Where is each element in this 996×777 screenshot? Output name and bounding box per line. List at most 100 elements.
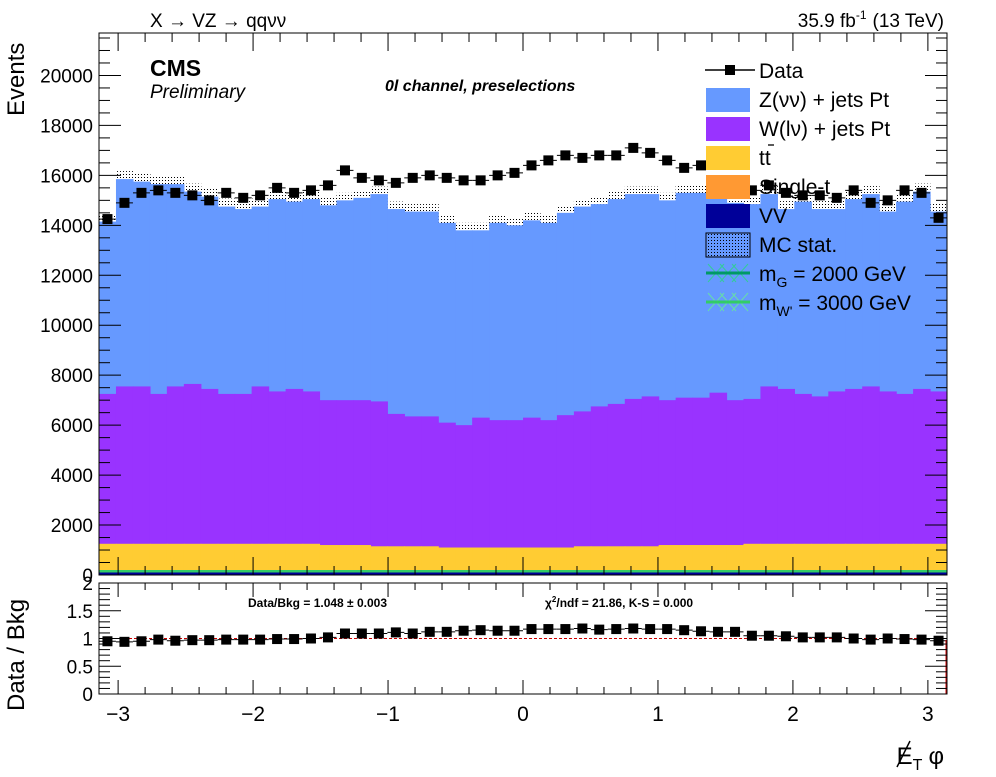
- bar-ttbar: [99, 543, 117, 575]
- process-label: X → VZ → qqνν: [150, 11, 286, 32]
- legend-entry-vv: VV: [706, 204, 787, 228]
- bar-ttbar: [845, 543, 863, 575]
- ratio-point: [102, 636, 113, 647]
- bar-vv: [709, 572, 728, 575]
- bar-ttbar: [217, 543, 236, 575]
- bar-vv: [556, 572, 575, 575]
- bar-ttbar: [404, 546, 422, 575]
- data-point: [560, 150, 571, 161]
- bar-ttbar: [336, 545, 355, 575]
- luminosity-label: 35.9 fb-1 (13 TeV): [798, 8, 944, 32]
- bar-wln: [896, 393, 914, 575]
- data-point: [170, 187, 181, 198]
- ratio-y-tick-label: 2: [82, 574, 93, 595]
- stacked-histograms: [99, 171, 947, 575]
- ratio-point: [730, 626, 741, 637]
- data-point: [458, 175, 469, 186]
- bar-ttbar: [285, 543, 304, 575]
- bar-ttbar: [828, 543, 846, 575]
- bar-wln: [99, 393, 117, 575]
- ratio-x-tick-label: 3: [922, 703, 934, 726]
- legend-entry-mc-stat: MC stat.: [705, 232, 837, 258]
- bar-wln: [217, 393, 236, 575]
- bar-ttbar: [913, 543, 931, 575]
- bar-ttbar: [879, 543, 897, 575]
- bar-vv: [302, 572, 321, 575]
- ratio-point: [373, 628, 384, 639]
- ratio-y-tick-label: 1.5: [67, 602, 93, 623]
- bar-vv: [421, 572, 439, 575]
- ratio-point: [136, 636, 147, 647]
- ratio-point: [441, 626, 452, 637]
- ratio-point: [187, 635, 198, 646]
- data-point: [356, 172, 367, 183]
- bar-ttbar: [132, 543, 151, 575]
- bar-vv: [234, 572, 253, 575]
- data-point: [577, 152, 588, 163]
- bar-ttbar: [539, 547, 558, 575]
- ratio-point: [255, 634, 266, 645]
- legend-wln-swatch: [706, 117, 750, 141]
- main-y-tick-label: 2000: [51, 516, 93, 537]
- bar-wln: [489, 420, 507, 575]
- data-point: [916, 187, 927, 198]
- chi2-stats-label: χ2/ndf = 21.86, K-S = 0.000: [545, 595, 693, 610]
- ratio-x-axis: −3 −2 −1 0 1 2 3: [106, 583, 934, 726]
- bar-wln: [675, 397, 694, 575]
- bar-vv: [845, 572, 863, 575]
- bar-vv: [183, 572, 202, 575]
- bar-ttbar: [743, 543, 761, 575]
- data-point: [814, 190, 825, 201]
- data-point: [289, 187, 300, 198]
- bar-vv: [200, 572, 219, 575]
- bar-ttbar: [930, 543, 947, 575]
- bar-ttbar: [862, 543, 880, 575]
- bar-wln: [455, 425, 473, 575]
- bar-ttbar: [573, 546, 592, 575]
- ratio-point: [289, 634, 300, 645]
- bar-vv: [641, 572, 660, 575]
- data-point: [848, 185, 859, 196]
- bar-wln: [556, 415, 575, 575]
- bar-ttbar: [658, 545, 677, 575]
- data-point: [255, 190, 266, 201]
- main-y-tick-label: 14000: [40, 216, 93, 237]
- data-point: [153, 185, 164, 196]
- bar-vv: [438, 572, 456, 575]
- bar-wln: [370, 401, 388, 575]
- main-y-tick-label: 20000: [40, 66, 93, 87]
- ratio-point: [713, 626, 724, 637]
- legend-signal-w-label: mW' = 3000 GeV: [759, 292, 911, 319]
- bar-vv: [472, 572, 490, 575]
- bar-ttbar: [607, 546, 626, 575]
- bar-wln: [879, 391, 897, 575]
- data-points: [98, 142, 948, 225]
- bar-vv: [879, 572, 897, 575]
- legend-signal-g-label: mG = 2000 GeV: [759, 263, 906, 290]
- bar-vv: [489, 572, 507, 575]
- ratio-point: [526, 624, 537, 635]
- bar-vv: [506, 572, 524, 575]
- bar-wln: [845, 388, 863, 575]
- bar-vv: [115, 572, 134, 575]
- legend-single-t-label: Single-t: [759, 176, 830, 199]
- bar-vv: [166, 572, 185, 575]
- legend-mc-stat-label: MC stat.: [759, 234, 837, 257]
- bar-vv: [336, 572, 355, 575]
- ratio-point: [831, 632, 842, 643]
- bar-ttbar: [777, 543, 795, 575]
- ratio-point: [204, 635, 215, 646]
- ratio-point: [339, 628, 350, 639]
- bar-ttbar: [200, 543, 219, 575]
- data-point: [746, 185, 757, 196]
- ratio-point: [916, 634, 927, 645]
- ratio-point: [322, 632, 333, 643]
- bar-wln: [794, 393, 812, 575]
- bar-ttbar: [319, 545, 338, 575]
- bar-wln: [132, 386, 151, 575]
- legend-vv-label: VV: [759, 205, 787, 228]
- legend-vv-swatch: [706, 204, 750, 228]
- x-axis-title-slash: [896, 740, 911, 768]
- ratio-point: [577, 623, 588, 634]
- bar-ttbar: [353, 545, 371, 575]
